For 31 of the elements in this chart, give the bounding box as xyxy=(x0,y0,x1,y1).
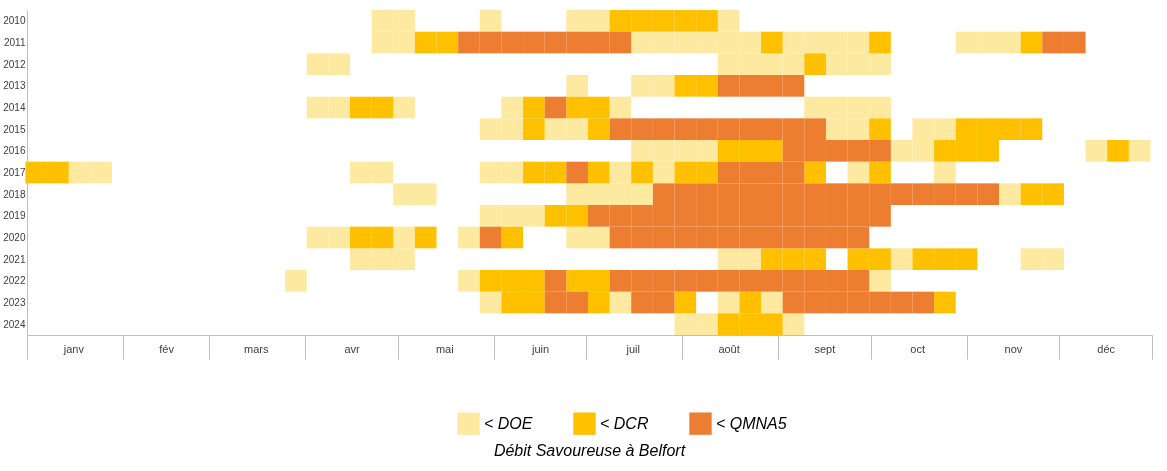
y-tick-label: 2016 xyxy=(3,145,26,157)
legend-label: < QMNA5 xyxy=(716,414,787,432)
y-tick-label: 2014 xyxy=(3,102,26,113)
y-tick-label: 2010 xyxy=(3,15,26,27)
y-tick-label: 2019 xyxy=(3,210,26,222)
y-tick-label: 2013 xyxy=(3,80,26,92)
x-tick-label: août xyxy=(718,342,740,355)
x-tick-label: sept xyxy=(814,342,836,355)
y-tick-label: 2024 xyxy=(3,318,26,330)
y-tick-label: 2020 xyxy=(3,232,26,243)
legend-label: < DCR xyxy=(600,414,649,432)
x-tick-label: mai xyxy=(435,342,454,355)
x-tick-label: nov xyxy=(1004,342,1023,355)
y-tick-label: 2022 xyxy=(3,275,26,287)
y-tick-label: 2021 xyxy=(3,253,26,265)
x-tick-label: fév xyxy=(159,342,175,355)
x-tick-label: juil xyxy=(625,342,640,355)
x-tick-label: oct xyxy=(910,342,925,355)
y-tick-label: 2015 xyxy=(3,123,26,135)
y-tick-label: 2023 xyxy=(3,297,26,308)
x-tick-label: avr xyxy=(344,342,360,355)
x-tick-label: déc xyxy=(1097,342,1116,355)
x-tick-label: janv xyxy=(62,342,85,355)
y-tick-label: 2012 xyxy=(3,58,26,70)
y-tick-label: 2018 xyxy=(3,188,26,200)
y-tick-label: 2011 xyxy=(3,37,26,48)
legend-label: < DOE xyxy=(484,414,533,432)
x-tick-label: juin xyxy=(530,342,550,355)
x-tick-label: mars xyxy=(243,342,269,355)
text: Débit Savoureuse à Belfort xyxy=(493,442,686,459)
y-tick-label: 2017 xyxy=(3,167,26,178)
